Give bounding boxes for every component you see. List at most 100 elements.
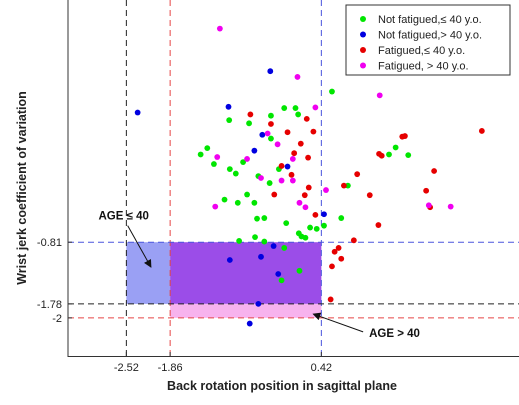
data-point-series1-40 [329, 88, 335, 95]
data-point-series3-2 [268, 121, 274, 127]
legend-marker-4 [360, 62, 366, 69]
data-point-series1-41 [292, 105, 299, 111]
y-tick-label: -0.81 [37, 237, 62, 249]
data-point-series3-30 [329, 263, 335, 270]
annotation-arrow-1 [127, 225, 152, 268]
data-point-series4-13 [323, 187, 329, 193]
data-point-series4-1 [216, 25, 223, 32]
x-tick-label: -1.86 [158, 362, 183, 374]
data-point-series1-18 [251, 199, 258, 206]
data-point-series3-9 [271, 191, 278, 198]
data-point-series4-12 [212, 203, 219, 210]
data-points [134, 25, 485, 327]
data-point-series3-27 [376, 150, 382, 157]
data-point-series1-27 [313, 225, 320, 232]
data-point-series1-4 [268, 112, 274, 119]
data-point-series1-23 [252, 234, 258, 241]
shaded-region-3 [170, 303, 322, 318]
annotation-arrow-2 [312, 312, 364, 333]
data-point-series1-37 [386, 151, 392, 158]
data-point-series1-39 [392, 144, 399, 151]
data-point-series3-18 [375, 222, 382, 228]
data-point-series1-29 [244, 191, 250, 198]
data-point-series1-21 [283, 220, 290, 227]
data-point-series4-14 [296, 199, 303, 206]
data-point-series3-6 [310, 128, 317, 135]
data-point-series2-13 [270, 243, 277, 249]
data-point-series4-17 [447, 203, 454, 210]
shaded-regions [126, 242, 322, 318]
data-point-series3-29 [335, 245, 342, 251]
data-point-series4-9 [258, 175, 264, 181]
data-point-series2-11 [246, 320, 253, 327]
annotations: AGE ≤ 40 AGE > 40 [98, 211, 419, 340]
y-tick-label: -2 [52, 313, 62, 325]
data-point-series3-17 [366, 192, 373, 199]
data-point-series3-19 [354, 171, 361, 178]
data-point-series4-18 [425, 202, 432, 209]
x-axis-title: Back rotation position in sagittal plane [167, 379, 397, 393]
data-point-series1-35 [338, 215, 345, 221]
data-point-series1-2 [246, 120, 252, 127]
y-tick-label: -1.78 [37, 299, 62, 311]
data-point-series2-6 [284, 163, 291, 170]
legend-label: Fatigued, > 40 y.o. [378, 61, 469, 73]
data-point-series3-21 [431, 168, 438, 174]
data-point-series1-3 [268, 135, 274, 142]
data-point-series2-12 [321, 211, 327, 218]
data-point-series3-5 [284, 129, 291, 136]
data-point-series4-15 [302, 204, 309, 211]
data-point-series2-2 [225, 103, 232, 110]
data-point-series4-10 [278, 177, 285, 184]
data-point-series1-19 [261, 215, 268, 221]
data-point-series3-4 [297, 140, 304, 147]
data-point-series3-12 [291, 150, 298, 157]
legend-label: Fatigued,≤ 40 y.o. [378, 45, 465, 57]
data-point-series4-2 [294, 74, 301, 80]
data-point-series1-22 [236, 238, 243, 244]
data-point-series3-1 [247, 111, 254, 118]
data-point-series1-17 [234, 199, 241, 206]
data-point-series1-16 [221, 196, 228, 203]
x-tick-label: 0.42 [311, 362, 332, 374]
data-point-series4-6 [264, 130, 271, 137]
data-point-series3-3 [303, 115, 310, 122]
data-point-series1-34 [296, 267, 303, 274]
data-point-series1-10 [232, 170, 239, 177]
data-point-series3-11 [278, 163, 285, 169]
data-point-series4-7 [289, 156, 296, 162]
data-point-series3-8 [288, 171, 295, 178]
legend-marker-2 [360, 31, 366, 38]
data-point-series1-30 [307, 224, 313, 231]
data-point-series1-9 [197, 151, 204, 158]
shaded-region-1 [126, 242, 171, 304]
legend-marker-3 [360, 47, 366, 53]
data-point-series4-11 [289, 177, 296, 184]
legend-box [345, 4, 511, 76]
data-point-series4-16 [376, 92, 383, 99]
data-point-series1-26 [281, 245, 288, 251]
data-point-series1-1 [226, 117, 233, 124]
data-point-series1-8 [211, 161, 217, 167]
data-point-series3-31 [331, 248, 338, 255]
axes [67, 0, 519, 357]
annotation-label: AGE > 40 [369, 328, 420, 340]
data-point-series1-20 [254, 215, 260, 222]
data-point-series3-14 [341, 182, 347, 189]
data-point-series1-24 [261, 238, 268, 245]
data-point-series4-8 [274, 141, 281, 148]
data-point-series1-6 [295, 111, 302, 118]
data-point-series2-1 [134, 109, 141, 116]
legend-label: Not fatigued,≤ 40 y.o. [378, 14, 482, 26]
data-point-series3-24 [399, 133, 406, 140]
data-point-series2-5 [267, 68, 274, 75]
data-point-series3-20 [423, 187, 430, 194]
x-tick-label: -2.52 [114, 362, 139, 374]
data-point-series1-36 [344, 182, 351, 189]
data-point-series2-4 [259, 131, 266, 138]
data-point-series2-7 [226, 257, 233, 263]
data-point-series1-38 [405, 152, 412, 159]
y-axis-title: Wrist jerk coefficient of variation [15, 91, 29, 285]
